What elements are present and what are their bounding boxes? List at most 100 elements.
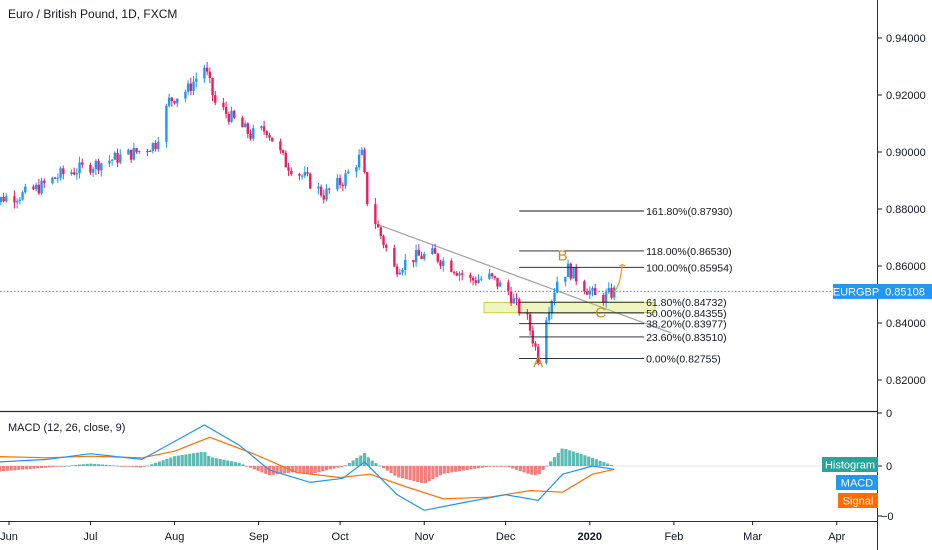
candle-up [100,163,103,171]
time-tick-label: Mar [743,531,762,543]
macd-histogram-bar [96,464,101,466]
macd-histogram-bar [423,466,427,484]
candle-up [325,188,328,200]
macd-histogram-bar [389,466,393,474]
macd-legend: Histogram MACD Signal [822,457,878,508]
macd-histogram-bar [5,466,9,471]
candle-down [328,188,331,190]
candle-down [2,196,5,202]
candle-down [490,273,494,277]
candle-down [13,196,16,203]
macd-histogram-bar [112,465,116,467]
support-zone[interactable] [483,301,656,314]
time-tick-label: Jun [0,531,18,543]
macd-histogram-bar [104,464,108,466]
candle-down [338,177,342,185]
candle-up [423,253,426,259]
macd-histogram-bar [598,460,602,466]
macd-histogram-bar [545,465,549,467]
macd-histogram-bar [119,466,123,467]
candle-up [550,300,553,313]
candle-up [442,260,445,266]
candle-up [488,273,491,279]
candle-down [246,123,250,135]
fib-level-label: 100.00%(0.85954) [646,262,732,274]
wave-label[interactable]: A [533,354,543,371]
macd-histogram-bar [321,466,325,472]
candle-down [189,83,193,91]
candle-down [455,273,459,276]
candle-up [588,290,591,295]
macd-histogram-bar [366,457,370,466]
wave-label[interactable]: C [595,304,606,321]
candle-up [401,269,404,273]
macd-histogram-bar [450,466,454,473]
candle-up [252,128,255,139]
fib-level-label: 23.60%(0.83510) [646,332,727,344]
candle-up [203,67,206,79]
candle-up [604,292,608,303]
macd-histogram-bar [47,466,51,468]
macd-histogram-bar [522,466,526,473]
candle-down [32,186,35,190]
candle-down [249,134,252,139]
macd-histogram-bar [336,466,340,468]
time-tick-label: Dec [496,531,516,543]
wave-label[interactable]: B [558,247,568,264]
candle-up [591,288,594,291]
macd-histogram-bar [359,455,363,466]
candle-down [148,150,152,152]
macd-histogram-bar [317,466,321,473]
candle-up [545,320,548,364]
macd-histogram-bar [381,466,386,469]
macd-histogram-bar [537,466,541,475]
projection-arrow[interactable] [613,264,623,293]
candle-up [613,287,616,298]
macd-pane [0,424,878,511]
macd-histogram-bar [51,466,55,468]
macd-histogram-bar [43,466,47,468]
candle-down [496,277,499,287]
candle-up [458,273,461,276]
candle-up [75,173,79,175]
candle-up [157,141,160,150]
macd-histogram-bar [488,466,492,467]
candle-down [395,266,399,275]
candle-down [309,173,312,189]
candle-down [43,180,46,184]
candle-up [404,259,407,270]
trendline[interactable] [377,224,672,334]
macd-histogram-bar [81,464,85,466]
macd-histogram-bar [20,466,25,470]
candle-down [537,346,540,364]
macd-histogram-bar [435,466,439,478]
price-axis[interactable]: 0.94000 0.92000 0.90000 0.88000 0.86000 0.840… [878,33,926,387]
candle-up [357,154,361,168]
candle-down [173,101,176,104]
candle-down [37,184,41,194]
candle-up [477,279,480,283]
candle-down [439,261,442,266]
macd-histogram-bar [89,463,93,466]
macd-histogram-bar [305,466,310,474]
macd-histogram-bar [165,458,169,466]
candle-down [509,291,513,304]
macd-histogram-bar [0,466,2,472]
fib-level-label: 161.80%(0.87930) [646,206,732,218]
macd-histogram-bar [32,466,36,469]
price-tick-label: 0.92000 [886,90,926,102]
candle-up [566,263,570,277]
candle-down [602,294,605,303]
last-price-tag[interactable]: EURGBP 0.85108 [833,283,932,299]
time-axis[interactable]: Jun Jul Aug Sep Oct Nov Dec 2020 Feb Mar Apr [0,521,846,543]
macd-histogram-bar [412,466,416,482]
candle-down [376,224,380,228]
time-tick-label: Feb [664,531,683,543]
macd-histogram-bar [256,466,260,471]
macd-tick-zero: 0 [886,461,892,473]
chart-title: Euro / British Pound, 1D, FXCM [8,7,178,21]
macd-tick-bottom: −0 [881,511,894,523]
candle-down [233,110,236,118]
candle-down [436,253,440,262]
